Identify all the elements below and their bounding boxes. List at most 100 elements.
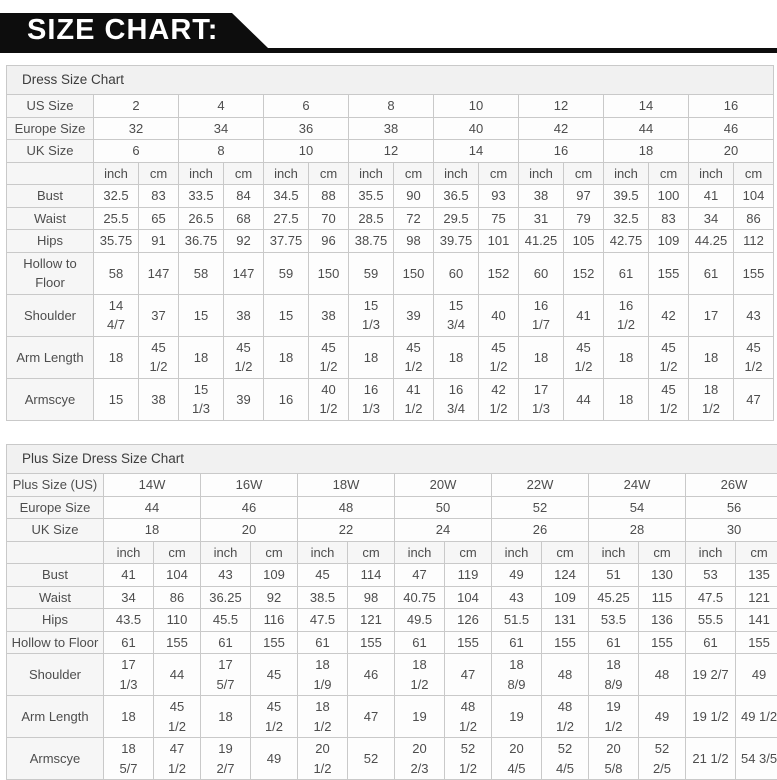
value-cell: 26.5 <box>179 207 224 230</box>
value-cell: 18 <box>349 336 394 378</box>
value-cell: 18 5/7 <box>104 738 154 780</box>
value-cell: 86 <box>734 207 774 230</box>
unit-cell: cm <box>736 541 777 564</box>
table-title: Plus Size Dress Size Chart <box>7 444 777 473</box>
value-cell: 40 1/2 <box>309 378 349 420</box>
value-cell: 18 <box>201 696 251 738</box>
value-cell: 41 1/2 <box>394 378 434 420</box>
size-value-cell: 28 <box>589 519 686 542</box>
value-cell: 92 <box>224 230 264 253</box>
value-cell: 37 <box>139 294 179 336</box>
size-value-cell: 26 <box>492 519 589 542</box>
value-cell: 38 <box>224 294 264 336</box>
value-cell: 72 <box>394 207 434 230</box>
unit-cell: inch <box>519 162 564 185</box>
size-value-cell: 8 <box>349 95 434 118</box>
unit-cell: cm <box>251 541 298 564</box>
unit-cell: cm <box>649 162 689 185</box>
value-cell: 61 <box>492 631 542 654</box>
value-cell: 45.25 <box>589 586 639 609</box>
size-value-cell: 20W <box>395 474 492 497</box>
value-cell: 114 <box>348 564 395 587</box>
value-cell: 105 <box>564 230 604 253</box>
value-cell: 19 2/7 <box>686 654 736 696</box>
value-cell: 97 <box>564 185 604 208</box>
value-cell: 42.75 <box>604 230 649 253</box>
unit-cell: inch <box>589 541 639 564</box>
value-cell: 155 <box>736 631 777 654</box>
value-cell: 48 <box>542 654 589 696</box>
size-value-cell: 44 <box>104 496 201 519</box>
row-label-empty <box>7 162 94 185</box>
value-cell: 52 1/2 <box>445 738 492 780</box>
unit-cell: cm <box>445 541 492 564</box>
value-cell: 40 <box>479 294 519 336</box>
value-cell: 41 <box>689 185 734 208</box>
value-cell: 35.5 <box>349 185 394 208</box>
value-cell: 49 <box>639 696 686 738</box>
unit-cell: inch <box>104 541 154 564</box>
table-title-row: Dress Size Chart <box>7 66 774 95</box>
unit-cell: cm <box>734 162 774 185</box>
value-cell: 45 1/2 <box>309 336 349 378</box>
value-cell: 147 <box>224 252 264 294</box>
value-cell: 43 <box>492 586 542 609</box>
size-value-cell: 24W <box>589 474 686 497</box>
size-value-cell: 16 <box>689 95 774 118</box>
value-cell: 43.5 <box>104 609 154 632</box>
value-cell: 88 <box>309 185 349 208</box>
value-cell: 16 1/7 <box>519 294 564 336</box>
value-cell: 79 <box>564 207 604 230</box>
value-cell: 37.75 <box>264 230 309 253</box>
value-cell: 61 <box>589 631 639 654</box>
value-cell: 109 <box>251 564 298 587</box>
unit-cell: inch <box>264 162 309 185</box>
value-cell: 45 <box>251 654 298 696</box>
size-value-cell: 14 <box>434 140 519 163</box>
value-cell: 41.25 <box>519 230 564 253</box>
value-cell: 109 <box>542 586 589 609</box>
size-value-cell: 36 <box>264 117 349 140</box>
value-cell: 48 1/2 <box>542 696 589 738</box>
value-cell: 42 <box>649 294 689 336</box>
value-cell: 45 1/2 <box>139 336 179 378</box>
value-cell: 155 <box>649 252 689 294</box>
value-cell: 121 <box>348 609 395 632</box>
row-label: Armscye <box>7 738 104 780</box>
value-cell: 53 <box>686 564 736 587</box>
value-cell: 18 <box>104 696 154 738</box>
value-cell: 18 <box>519 336 564 378</box>
value-cell: 115 <box>639 586 686 609</box>
unit-cell: cm <box>564 162 604 185</box>
unit-cell: cm <box>154 541 201 564</box>
value-cell: 45 1/2 <box>251 696 298 738</box>
banner-flag: SIZE CHART: <box>0 13 268 48</box>
value-cell: 34.5 <box>264 185 309 208</box>
row-label: Shoulder <box>7 294 94 336</box>
value-cell: 43 <box>734 294 774 336</box>
value-cell: 135 <box>736 564 777 587</box>
size-value-cell: 26W <box>686 474 777 497</box>
size-value-cell: 34 <box>179 117 264 140</box>
value-cell: 17 1/3 <box>519 378 564 420</box>
value-cell: 49 <box>251 738 298 780</box>
size-value-cell: 8 <box>179 140 264 163</box>
value-cell: 52 <box>348 738 395 780</box>
value-cell: 44.25 <box>689 230 734 253</box>
value-cell: 15 <box>94 378 139 420</box>
value-cell: 110 <box>154 609 201 632</box>
size-value-cell: 14W <box>104 474 201 497</box>
value-cell: 18 1/2 <box>298 696 348 738</box>
value-cell: 52 4/5 <box>542 738 589 780</box>
value-cell: 49 1/2 <box>736 696 777 738</box>
value-cell: 150 <box>394 252 434 294</box>
value-cell: 32.5 <box>604 207 649 230</box>
